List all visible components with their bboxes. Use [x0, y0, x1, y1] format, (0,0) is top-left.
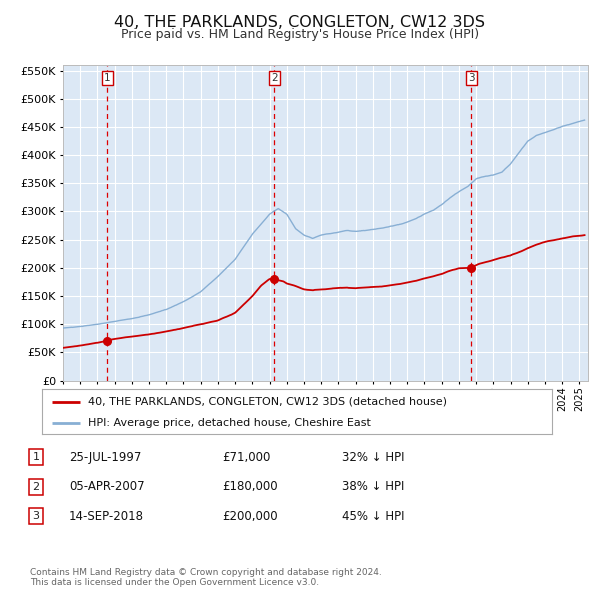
- Text: 3: 3: [468, 73, 475, 83]
- Text: 2: 2: [32, 482, 40, 491]
- Text: Price paid vs. HM Land Registry's House Price Index (HPI): Price paid vs. HM Land Registry's House …: [121, 28, 479, 41]
- Text: 05-APR-2007: 05-APR-2007: [69, 480, 145, 493]
- Text: 45% ↓ HPI: 45% ↓ HPI: [342, 510, 404, 523]
- Text: 14-SEP-2018: 14-SEP-2018: [69, 510, 144, 523]
- Text: 1: 1: [104, 73, 110, 83]
- Text: 40, THE PARKLANDS, CONGLETON, CW12 3DS: 40, THE PARKLANDS, CONGLETON, CW12 3DS: [115, 15, 485, 30]
- Text: 3: 3: [32, 512, 40, 521]
- Text: 2: 2: [271, 73, 278, 83]
- Text: 32% ↓ HPI: 32% ↓ HPI: [342, 451, 404, 464]
- Text: Contains HM Land Registry data © Crown copyright and database right 2024.
This d: Contains HM Land Registry data © Crown c…: [30, 568, 382, 587]
- Text: 25-JUL-1997: 25-JUL-1997: [69, 451, 142, 464]
- Text: HPI: Average price, detached house, Cheshire East: HPI: Average price, detached house, Ches…: [88, 418, 371, 428]
- Text: £200,000: £200,000: [222, 510, 278, 523]
- Text: £180,000: £180,000: [222, 480, 278, 493]
- Text: 1: 1: [32, 453, 40, 462]
- Text: 40, THE PARKLANDS, CONGLETON, CW12 3DS (detached house): 40, THE PARKLANDS, CONGLETON, CW12 3DS (…: [88, 397, 447, 407]
- Text: 38% ↓ HPI: 38% ↓ HPI: [342, 480, 404, 493]
- Text: £71,000: £71,000: [222, 451, 271, 464]
